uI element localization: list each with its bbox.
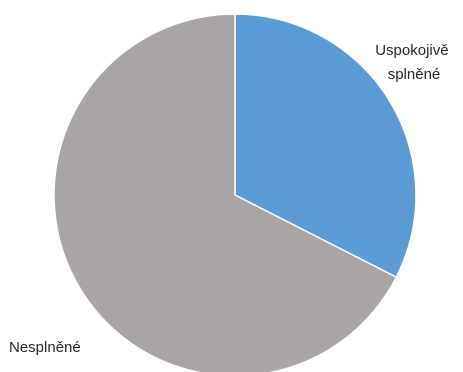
slice-label-unsatisfied: Nesplněné <box>9 339 81 356</box>
slice-labels: Uspokojivě splněné Nesplněné <box>9 42 453 356</box>
pie-slices <box>53 13 417 372</box>
slice-label-satisfied-line-1: Uspokojivě <box>375 42 448 59</box>
slice-label-satisfied: Uspokojivě splněné <box>375 42 453 83</box>
slice-label-satisfied-line-2: splněné <box>388 66 441 83</box>
slice-label-unsatisfied-line-1: Nesplněné <box>9 339 81 356</box>
pie-slice-satisfied <box>234 13 417 278</box>
pie-slice-unsatisfied <box>53 13 398 372</box>
